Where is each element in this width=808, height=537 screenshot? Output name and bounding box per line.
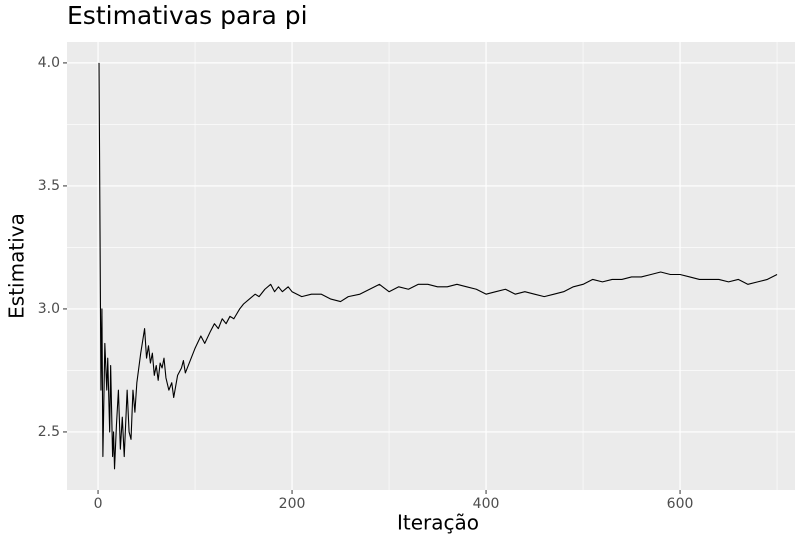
panel bbox=[67, 42, 795, 490]
y-tick-label: 3.0 bbox=[38, 301, 60, 317]
x-tick-label: 0 bbox=[94, 496, 103, 512]
chart-title: Estimativas para pi bbox=[67, 1, 308, 30]
x-tick-label: 600 bbox=[667, 496, 694, 512]
y-tick-label: 2.5 bbox=[38, 424, 60, 440]
y-tick-label: 3.5 bbox=[38, 178, 60, 194]
x-axis-title: Iteração bbox=[397, 511, 479, 535]
line bbox=[98, 62, 778, 470]
y-tick-label: 4.0 bbox=[38, 55, 60, 71]
y-axis-title: Estimativa bbox=[5, 213, 29, 319]
x-tick-label: 200 bbox=[279, 496, 306, 512]
x-tick-label: 400 bbox=[473, 496, 500, 512]
